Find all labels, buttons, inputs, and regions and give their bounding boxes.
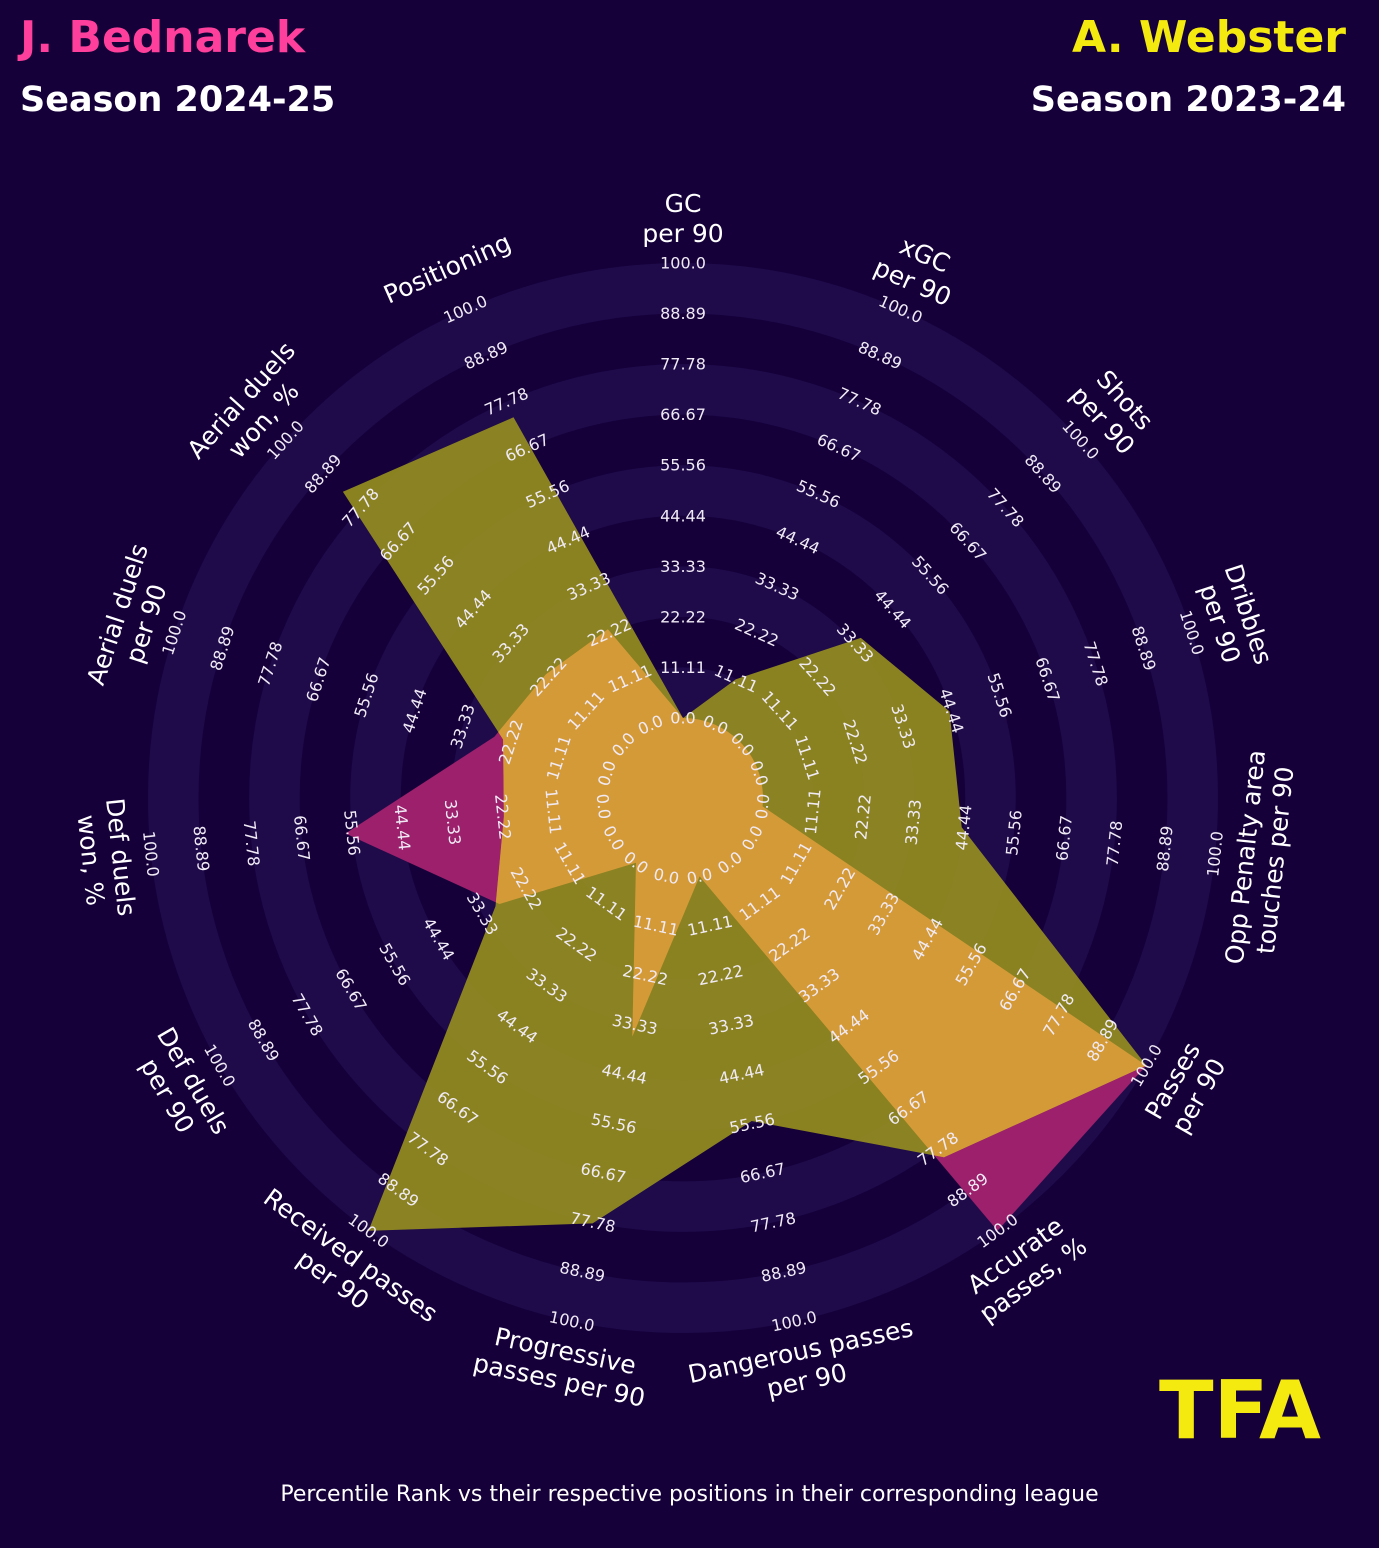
ring-value-label: 0.0 <box>670 709 695 728</box>
ring-value-label: 88.89 <box>189 825 213 873</box>
axis-label-line: GC <box>665 189 702 218</box>
ring-value-label: 44.44 <box>660 506 706 525</box>
ring-value-label: 33.33 <box>441 798 465 846</box>
ring-value-label: 100.0 <box>1203 830 1227 878</box>
ring-value-label: 55.56 <box>340 809 364 857</box>
ring-value-label: 11.11 <box>801 788 825 836</box>
ring-value-label: 88.89 <box>660 304 706 323</box>
ring-value-label: 22.22 <box>660 607 706 626</box>
ring-value-label: 66.67 <box>290 814 314 862</box>
ring-value-label: 0.0 <box>593 793 615 820</box>
ring-band <box>147 262 1219 1334</box>
ring-value-label: 55.56 <box>1002 809 1026 857</box>
ring-band <box>249 364 1117 1232</box>
ring-value-label: 22.22 <box>851 793 875 841</box>
player1-name: J. Bednarek <box>20 12 306 63</box>
ring-value-label: 77.78 <box>240 820 264 868</box>
axis-label: Dribblesper 90 <box>1190 561 1278 678</box>
center-disc <box>603 718 763 878</box>
ring-value-label: 11.11 <box>660 658 706 677</box>
ring-value-label: 88.89 <box>1153 825 1177 873</box>
ring-value-label: 0.0 <box>652 864 681 888</box>
axis-label: GC per 90 <box>642 189 723 248</box>
axis-label: Opp Penalty areatouches per 90 <box>1220 748 1301 968</box>
ring-value-label: 22.22 <box>491 793 515 841</box>
player2-season: Season 2023-24 <box>1030 80 1346 120</box>
ring-value-label: 100.0 <box>139 830 163 878</box>
ring-value-label: 11.11 <box>541 788 565 836</box>
tfa-logo-text: TFA <box>1159 1370 1321 1450</box>
ring-value-label: 66.67 <box>1052 814 1076 862</box>
ring-value-label: 77.78 <box>1103 820 1127 868</box>
ring-value-label: 44.44 <box>390 804 414 852</box>
ring-value-label: 44.44 <box>952 804 976 852</box>
ring-value-label: 33.33 <box>902 798 926 846</box>
ring-value-label: 100.0 <box>660 254 706 273</box>
ring-value-label: 33.33 <box>660 557 706 576</box>
axis-label: Def duelswon, % <box>70 797 141 921</box>
ring-value-label: 66.67 <box>660 405 706 424</box>
ring-value-label: 0.0 <box>752 793 774 820</box>
axis-label-line: per 90 <box>642 219 723 248</box>
player1-season: Season 2024-25 <box>20 80 336 120</box>
player2-name: A. Webster <box>1072 12 1346 63</box>
ring-value-label: 77.78 <box>660 355 706 374</box>
tfa-logo: TFA <box>1159 1370 1321 1450</box>
ring-value-label: 55.56 <box>660 456 706 475</box>
axis-label: Progressivepasses per 90 <box>471 1319 654 1413</box>
ring-value-label: 0.0 <box>685 864 714 888</box>
footer-caption: Percentile Rank vs their respective posi… <box>280 1482 1099 1507</box>
